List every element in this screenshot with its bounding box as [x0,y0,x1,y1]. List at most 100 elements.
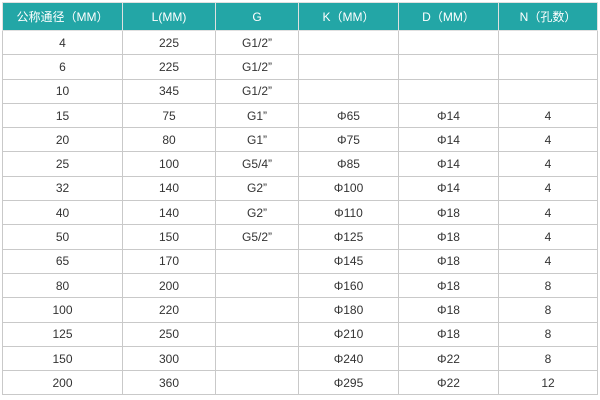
table-row: 100 220 Φ180 Φ18 8 [2,297,598,323]
table-cell: Φ125 [298,224,399,250]
table-cell: 75 [122,102,216,129]
table-cell: 6 [2,54,123,80]
table-cell: 150 [2,345,123,372]
table-cell: 8 [498,345,598,372]
table-cell [398,54,499,80]
spec-table: 公称通径（MM） L(MM) G K（MM） D（MM） N（孔数） 4 225 G1/2” 6… [2,2,598,396]
table-row: 200 360 Φ295 Φ22 12 [2,370,598,396]
table-cell: Φ160 [298,272,399,299]
table-cell [215,370,299,396]
table-row: 32 140 G2” Φ100 Φ14 4 [2,175,598,202]
table-cell: Φ18 [398,297,499,323]
table-cell: 12 [498,370,598,396]
table-cell: 250 [122,321,216,347]
table-cell: 8 [498,272,598,299]
table-cell [215,345,299,372]
table-cell [398,29,499,56]
table-row: 150 300 Φ240 Φ22 8 [2,345,598,372]
table-cell [298,54,399,80]
table-cell: 100 [122,151,216,177]
table-cell: 8 [498,321,598,347]
header-cell: K（MM） [298,2,399,31]
header-cell: G [215,2,299,31]
table-row: 50 150 G5/2” Φ125 Φ18 4 [2,224,598,250]
table-cell: 4 [2,29,123,56]
table-cell [298,29,399,56]
table-cell: 140 [122,200,216,226]
table-cell: 80 [122,127,216,153]
table-cell: 40 [2,200,123,226]
table-row: 25 100 G5/4” Φ85 Φ14 4 [2,151,598,177]
table-cell: Φ18 [398,224,499,250]
table-cell: Φ100 [298,175,399,202]
table-cell: 10 [2,78,123,104]
table-cell: 80 [2,272,123,299]
table-cell [215,321,299,347]
table-cell: 4 [498,127,598,153]
table-cell: G1/2” [215,29,299,56]
table-cell: 170 [122,248,216,274]
table-cell: 4 [498,151,598,177]
table-cell: Φ145 [298,248,399,274]
table-cell: Φ85 [298,151,399,177]
table-cell [498,54,598,80]
table-cell: Φ65 [298,102,399,129]
table-cell: G1” [215,127,299,153]
table-cell: G1/2” [215,54,299,80]
table-cell [215,248,299,274]
table-row: 10 345 G1/2” [2,78,598,104]
table-cell: Φ18 [398,200,499,226]
table-cell: 50 [2,224,123,250]
table-row: 15 75 G1” Φ65 Φ14 4 [2,102,598,129]
table-cell: 140 [122,175,216,202]
table-cell: 4 [498,200,598,226]
table-cell: 32 [2,175,123,202]
table-row: 4 225 G1/2” [2,29,598,56]
table-body: 4 225 G1/2” 6 225 G1/2” 10 345 G1/2” 15 75 G1” Φ65 Φ1… [2,29,598,396]
table-cell: Φ14 [398,127,499,153]
table-cell: Φ22 [398,370,499,396]
table-cell [215,297,299,323]
header-cell: L(MM) [122,2,216,31]
table-cell: 4 [498,224,598,250]
table-cell: 360 [122,370,216,396]
header-cell: D（MM） [398,2,499,31]
table-cell: 200 [122,272,216,299]
table-cell: 25 [2,151,123,177]
table-row: 6 225 G1/2” [2,54,598,80]
table-cell: 300 [122,345,216,372]
table-cell: 225 [122,54,216,80]
table-cell: 4 [498,102,598,129]
table-cell: 345 [122,78,216,104]
table-cell: 125 [2,321,123,347]
table-cell: Φ18 [398,248,499,274]
table-cell: Φ110 [298,200,399,226]
table-cell: G2” [215,175,299,202]
table-cell: G1/2” [215,78,299,104]
table-cell [498,29,598,56]
table-cell: Φ14 [398,175,499,202]
table-cell: Φ14 [398,151,499,177]
header-cell: 公称通径（MM） [2,2,123,31]
table-cell: 15 [2,102,123,129]
table-row: 20 80 G1” Φ75 Φ14 4 [2,127,598,153]
table-cell: Φ18 [398,272,499,299]
table-cell: 220 [122,297,216,323]
table-cell: G5/4” [215,151,299,177]
table-cell: 20 [2,127,123,153]
table-cell: Φ75 [298,127,399,153]
table-cell [298,78,399,104]
table-cell: 4 [498,175,598,202]
table-cell: Φ180 [298,297,399,323]
table-cell: 65 [2,248,123,274]
table-cell [398,78,499,104]
table-row: 125 250 Φ210 Φ18 8 [2,321,598,347]
table-cell: G2” [215,200,299,226]
header-row: 公称通径（MM） L(MM) G K（MM） D（MM） N（孔数） [2,2,598,31]
table-cell: Φ22 [398,345,499,372]
table-row: 40 140 G2” Φ110 Φ18 4 [2,200,598,226]
table-cell: G5/2” [215,224,299,250]
table-row: 80 200 Φ160 Φ18 8 [2,272,598,299]
table-cell [498,78,598,104]
